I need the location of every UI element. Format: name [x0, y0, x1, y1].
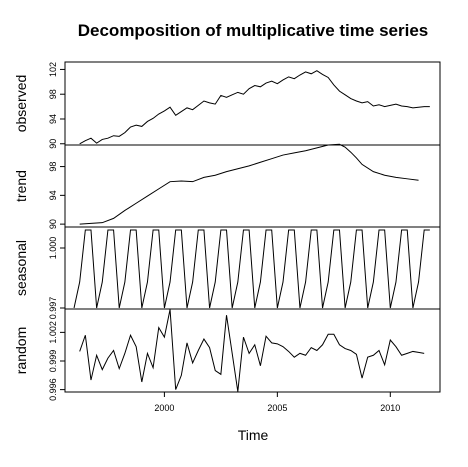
- observed-frame: [64, 61, 441, 146]
- x-axis-label: Time: [238, 427, 269, 443]
- seasonal-y-tick-label: 1.000: [48, 237, 58, 260]
- seasonal-y-label: seasonal: [13, 240, 29, 296]
- random-frame: [64, 308, 441, 393]
- x-tick-label: 2000: [154, 403, 174, 413]
- x-tick-label: 2005: [267, 403, 287, 413]
- trend-y-tick-label: 90: [48, 219, 58, 229]
- seasonal-panel: 0.997 1.000 seasonal: [13, 226, 441, 320]
- observed-y-label: observed: [13, 75, 29, 133]
- trend-panel: 90 94 98 trend: [13, 143, 441, 229]
- chart-title: Decomposition of multiplicative time ser…: [78, 21, 428, 40]
- observed-y-tick-label: 90: [48, 139, 58, 149]
- trend-y-label: trend: [13, 170, 29, 202]
- random-line: [79, 309, 425, 392]
- observed-y-tick-label: 94: [48, 114, 58, 124]
- x-axis: 2000 2005 2010: [154, 392, 400, 413]
- observed-y-tick-label: 102: [48, 62, 58, 77]
- random-y-tick-label: 0.999: [48, 350, 58, 373]
- observed-y-tick-label: 98: [48, 89, 58, 99]
- random-y-label: random: [13, 327, 29, 374]
- trend-frame: [64, 144, 441, 228]
- random-panel: 0.996 0.999 1.002 random: [13, 308, 441, 401]
- random-y-tick-label: 1.002: [48, 321, 58, 344]
- seasonal-line: [73, 229, 430, 309]
- trend-y-tick-label: 98: [48, 162, 58, 172]
- trend-y-tick-label: 94: [48, 190, 58, 200]
- seasonal-y-tick-label: 0.997: [48, 297, 58, 320]
- x-tick-label: 2010: [380, 403, 400, 413]
- random-y-tick-label: 0.996: [48, 378, 58, 401]
- trend-line: [79, 143, 419, 225]
- observed-line: [79, 70, 430, 145]
- observed-panel: 90 94 98 102 observed: [13, 61, 441, 149]
- panels: 90 94 98 102 observed 90 94 98 trend 0.997 1.000 se…: [13, 61, 441, 401]
